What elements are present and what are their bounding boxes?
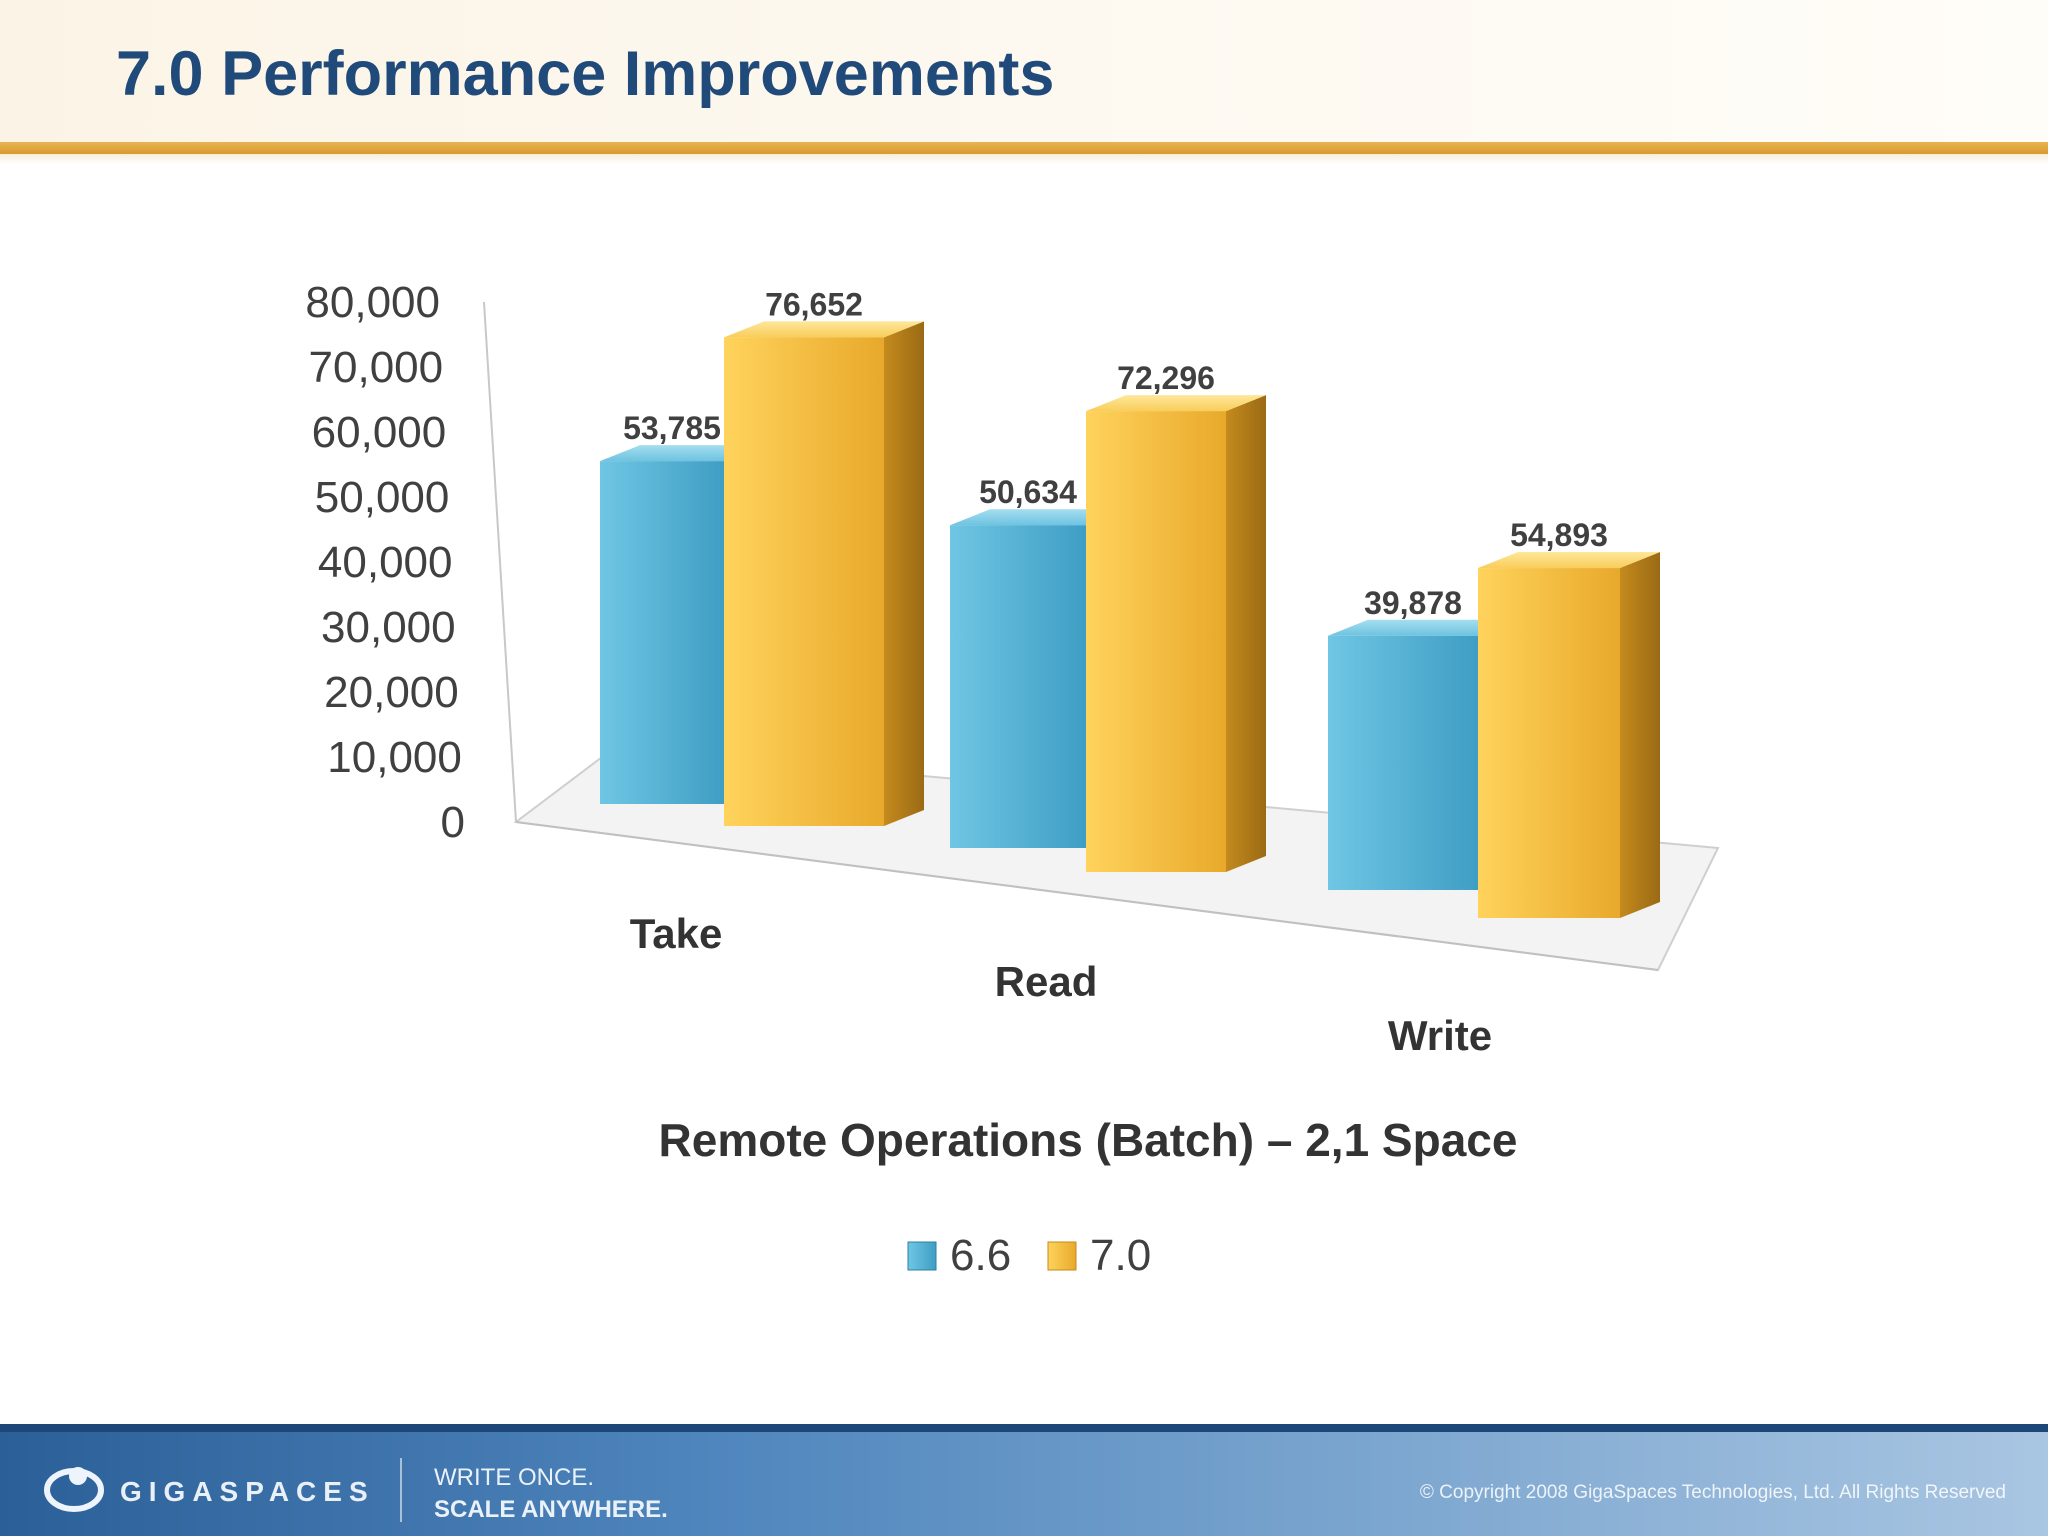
tagline: WRITE ONCE. SCALE ANYWHERE. — [434, 1462, 668, 1526]
chart-title: Remote Operations (Batch) – 2,1 Space — [659, 1114, 1518, 1166]
bar-top — [950, 509, 1126, 526]
slide-title: 7.0 Performance Improvements — [116, 39, 1055, 109]
bar-write-7-0 — [1478, 552, 1660, 918]
y-axis-line — [483, 301, 517, 823]
data-label: 39,878 — [1364, 585, 1462, 621]
category-label: Take — [630, 910, 723, 957]
legend: 6.6 7.0 — [907, 1231, 1151, 1280]
bar-front — [1478, 568, 1620, 918]
category-label: Write — [1388, 1012, 1492, 1059]
y-tick-label: 70,000 — [309, 343, 444, 392]
legend-swatch — [1047, 1241, 1077, 1271]
header-divider-shadow — [0, 154, 2048, 164]
tagline-line-2: SCALE ANYWHERE. — [434, 1496, 668, 1523]
y-tick-label: 60,000 — [312, 408, 447, 457]
data-labels: 53,785 76,652 50,634 72,296 39,878 54,893 — [623, 286, 1608, 620]
bar-front — [950, 525, 1086, 848]
footer-top-line — [0, 1424, 2048, 1432]
bar-top — [600, 445, 764, 462]
header-divider — [0, 142, 2048, 154]
data-label: 72,296 — [1117, 360, 1215, 396]
y-tick-label: 40,000 — [318, 538, 453, 587]
data-label: 50,634 — [979, 474, 1077, 510]
bar-top — [1478, 552, 1660, 569]
y-tick-label: 80,000 — [305, 278, 440, 327]
bar-side — [1620, 552, 1660, 918]
bar-top — [724, 321, 924, 338]
tagline-line-1: WRITE ONCE. — [434, 1464, 594, 1491]
bar-read-7-0 — [1086, 395, 1266, 872]
bar-front — [600, 461, 724, 804]
bar-side — [884, 321, 924, 826]
y-tick-label: 0 — [441, 798, 465, 847]
category-labels: Take Read Write — [630, 910, 1492, 1059]
footer-divider — [400, 1458, 402, 1522]
bar-top — [1086, 395, 1266, 412]
y-tick-label: 30,000 — [321, 603, 456, 652]
y-tick-label: 20,000 — [324, 668, 459, 717]
bars — [600, 321, 1660, 918]
legend-label: 7.0 — [1090, 1231, 1151, 1280]
legend-swatch — [907, 1241, 937, 1271]
bar-side — [1226, 395, 1266, 872]
bar-front — [1086, 411, 1226, 872]
bar-chart: 0 10,000 20,000 30,000 40,000 50,000 60,000 70,… — [305, 278, 1720, 1280]
gigaspaces-logo-icon — [44, 1467, 104, 1512]
slide-header: 7.0 Performance Improvements — [0, 0, 2048, 142]
footer: GIGASPACES WRITE ONCE. SCALE ANYWHERE. ©… — [0, 1424, 2048, 1536]
legend-label: 6.6 — [950, 1231, 1011, 1280]
bar-front — [724, 337, 884, 826]
x-axis-line — [515, 821, 1659, 971]
logo-wordmark: GIGASPACES — [120, 1476, 375, 1507]
copyright-text: © Copyright 2008 GigaSpaces Technologies… — [1419, 1482, 2006, 1503]
y-axis: 0 10,000 20,000 30,000 40,000 50,000 60,000 70,… — [305, 278, 517, 847]
bar-top — [1328, 619, 1518, 636]
category-label: Read — [995, 958, 1098, 1005]
data-label: 76,652 — [765, 286, 863, 322]
data-label: 54,893 — [1510, 517, 1608, 553]
bar-take-7-0 — [724, 321, 924, 826]
data-label: 53,785 — [623, 410, 721, 446]
y-tick-label: 10,000 — [327, 733, 462, 782]
y-tick-label: 50,000 — [315, 473, 450, 522]
bar-front — [1328, 635, 1478, 890]
